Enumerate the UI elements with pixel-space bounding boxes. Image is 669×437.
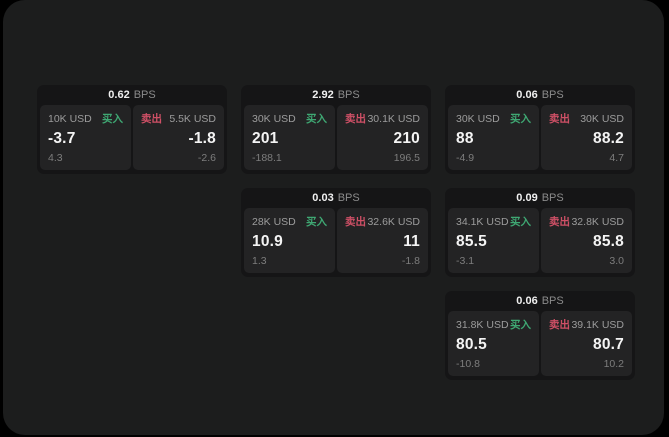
sell-tile[interactable]: 卖出 39.1K USD 80.7 10.2 — [541, 311, 632, 376]
sell-notional: 39.1K USD — [571, 319, 624, 331]
buy-side-label: 买入 — [306, 216, 327, 228]
bps-unit-label: BPS — [541, 295, 564, 307]
buy-price: 88 — [456, 130, 474, 147]
sell-side-label: 卖出 — [345, 113, 366, 125]
sell-price: 11 — [403, 233, 420, 250]
bps-unit-label: BPS — [541, 192, 564, 204]
sell-delta: -2.6 — [197, 152, 216, 164]
bps-unit-label: BPS — [133, 89, 156, 101]
sell-price: -1.8 — [188, 130, 216, 147]
sell-notional: 30.1K USD — [367, 113, 420, 125]
card-header: 0.06 BPS — [448, 85, 632, 105]
sell-tile[interactable]: 卖出 32.6K USD 11 -1.8 — [337, 208, 428, 273]
bid-ask-panels: 31.8K USD 买入 80.5 -10.8 卖出 39.1K USD 80.… — [448, 311, 632, 376]
sell-tile[interactable]: 卖出 32.8K USD 85.8 3.0 — [541, 208, 632, 273]
buy-notional: 30K USD — [456, 113, 500, 125]
quote-card: 0.62 BPS 10K USD 买入 -3.7 4.3 卖出 5.5K USD — [37, 85, 227, 174]
buy-delta: -3.1 — [456, 255, 475, 267]
sell-price: 85.8 — [593, 233, 624, 250]
card-header: 0.09 BPS — [448, 188, 632, 208]
buy-delta: 1.3 — [252, 255, 267, 267]
bid-ask-panels: 30K USD 买入 201 -188.1 卖出 30.1K USD 210 1… — [244, 105, 428, 170]
bps-value: 0.62 — [108, 89, 130, 101]
buy-delta: -10.8 — [456, 358, 480, 370]
buy-delta: 4.3 — [48, 152, 63, 164]
buy-notional: 34.1K USD — [456, 216, 509, 228]
sell-side-label: 卖出 — [549, 113, 570, 125]
quote-card: 2.92 BPS 30K USD 买入 201 -188.1 卖出 30.1K … — [241, 85, 431, 174]
card-header: 0.06 BPS — [448, 291, 632, 311]
bps-value: 0.03 — [312, 192, 334, 204]
bps-value: 0.06 — [516, 295, 538, 307]
quote-card: 0.06 BPS 31.8K USD 买入 80.5 -10.8 卖出 39.1… — [445, 291, 635, 380]
buy-notional: 30K USD — [252, 113, 296, 125]
sell-price: 210 — [393, 130, 420, 147]
sell-notional: 5.5K USD — [169, 113, 216, 125]
buy-notional: 28K USD — [252, 216, 296, 228]
sell-delta: 10.2 — [603, 358, 624, 370]
app-window: 0.62 BPS 10K USD 买入 -3.7 4.3 卖出 5.5K USD — [3, 0, 664, 435]
bid-ask-panels: 10K USD 买入 -3.7 4.3 卖出 5.5K USD -1.8 -2.… — [40, 105, 224, 170]
buy-notional: 10K USD — [48, 113, 92, 125]
bps-value: 0.06 — [516, 89, 538, 101]
buy-side-label: 买入 — [306, 113, 327, 125]
quote-card-grid: 0.62 BPS 10K USD 买入 -3.7 4.3 卖出 5.5K USD — [37, 85, 635, 380]
sell-delta: 196.5 — [393, 152, 420, 164]
sell-price: 88.2 — [593, 130, 624, 147]
buy-price: 10.9 — [252, 233, 283, 250]
sell-delta: 3.0 — [609, 255, 624, 267]
quote-card: 0.06 BPS 30K USD 买入 88 -4.9 卖出 30K USD — [445, 85, 635, 174]
card-header: 0.03 BPS — [244, 188, 428, 208]
quote-card: 0.09 BPS 34.1K USD 买入 85.5 -3.1 卖出 32.8K… — [445, 188, 635, 277]
sell-side-label: 卖出 — [549, 216, 570, 228]
buy-price: 85.5 — [456, 233, 487, 250]
sell-notional: 32.8K USD — [571, 216, 624, 228]
sell-side-label: 卖出 — [345, 216, 366, 228]
sell-notional: 30K USD — [580, 113, 624, 125]
buy-tile[interactable]: 34.1K USD 买入 85.5 -3.1 — [448, 208, 539, 273]
card-header: 2.92 BPS — [244, 85, 428, 105]
bps-value: 2.92 — [312, 89, 334, 101]
sell-tile[interactable]: 卖出 5.5K USD -1.8 -2.6 — [133, 105, 224, 170]
bps-unit-label: BPS — [337, 192, 360, 204]
card-header: 0.62 BPS — [40, 85, 224, 105]
sell-notional: 32.6K USD — [367, 216, 420, 228]
buy-tile[interactable]: 30K USD 买入 88 -4.9 — [448, 105, 539, 170]
buy-delta: -4.9 — [456, 152, 475, 164]
sell-delta: -1.8 — [401, 255, 420, 267]
sell-price: 80.7 — [593, 336, 624, 353]
buy-tile[interactable]: 10K USD 买入 -3.7 4.3 — [40, 105, 131, 170]
buy-notional: 31.8K USD — [456, 319, 509, 331]
bps-value: 0.09 — [516, 192, 538, 204]
bid-ask-panels: 30K USD 买入 88 -4.9 卖出 30K USD 88.2 4.7 — [448, 105, 632, 170]
buy-price: 201 — [252, 130, 279, 147]
buy-price: -3.7 — [48, 130, 76, 147]
buy-side-label: 买入 — [510, 113, 531, 125]
bps-unit-label: BPS — [337, 89, 360, 101]
sell-tile[interactable]: 卖出 30.1K USD 210 196.5 — [337, 105, 428, 170]
buy-tile[interactable]: 28K USD 买入 10.9 1.3 — [244, 208, 335, 273]
sell-side-label: 卖出 — [141, 113, 162, 125]
bid-ask-panels: 34.1K USD 买入 85.5 -3.1 卖出 32.8K USD 85.8… — [448, 208, 632, 273]
buy-tile[interactable]: 30K USD 买入 201 -188.1 — [244, 105, 335, 170]
bps-unit-label: BPS — [541, 89, 564, 101]
bid-ask-panels: 28K USD 买入 10.9 1.3 卖出 32.6K USD 11 -1.8 — [244, 208, 428, 273]
buy-delta: -188.1 — [252, 152, 282, 164]
buy-price: 80.5 — [456, 336, 487, 353]
buy-side-label: 买入 — [510, 319, 531, 331]
sell-side-label: 卖出 — [549, 319, 570, 331]
buy-side-label: 买入 — [102, 113, 123, 125]
buy-tile[interactable]: 31.8K USD 买入 80.5 -10.8 — [448, 311, 539, 376]
quote-card: 0.03 BPS 28K USD 买入 10.9 1.3 卖出 32.6K US… — [241, 188, 431, 277]
buy-side-label: 买入 — [510, 216, 531, 228]
sell-delta: 4.7 — [609, 152, 624, 164]
sell-tile[interactable]: 卖出 30K USD 88.2 4.7 — [541, 105, 632, 170]
